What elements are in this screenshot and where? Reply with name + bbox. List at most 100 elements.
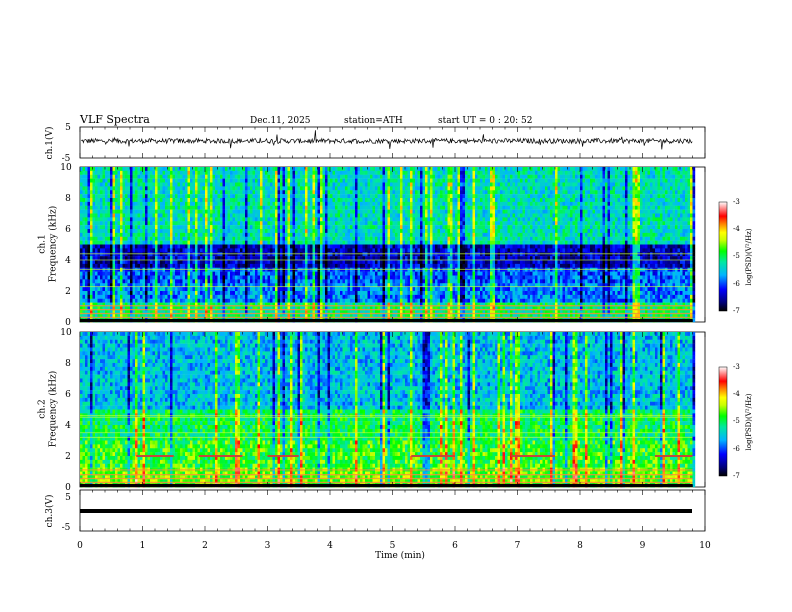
spectrogram-cell bbox=[337, 167, 341, 172]
spectrogram-cell bbox=[145, 229, 148, 234]
spectrogram-cell bbox=[165, 201, 168, 206]
spectrogram-cell bbox=[357, 229, 361, 234]
spectrogram-cell bbox=[275, 186, 278, 191]
spectrogram-cell bbox=[80, 283, 83, 288]
spectrogram-cell bbox=[357, 167, 361, 172]
spectrogram-cell bbox=[272, 310, 276, 315]
spectrogram-cell bbox=[350, 194, 353, 199]
spectrogram-cell bbox=[287, 225, 291, 230]
spectrogram-cell bbox=[342, 194, 346, 199]
spectrogram-cell bbox=[310, 302, 313, 307]
spectrogram-cell bbox=[265, 283, 268, 288]
spectrogram-cell bbox=[245, 194, 248, 199]
spectrogram-cell bbox=[100, 236, 103, 241]
spectrogram-cell bbox=[82, 186, 86, 191]
spectrogram-cell bbox=[362, 209, 366, 214]
spectrogram-cell bbox=[320, 225, 323, 230]
spectrogram-cell bbox=[307, 174, 311, 179]
spectrogram-cell bbox=[237, 221, 241, 226]
spectrogram-cell bbox=[220, 186, 223, 191]
spectrogram-cell bbox=[260, 302, 263, 307]
spectrogram-cell bbox=[365, 294, 368, 299]
spectrogram-cell bbox=[257, 283, 261, 288]
spectrogram-cell bbox=[180, 302, 183, 307]
spectrogram-cell bbox=[165, 302, 168, 307]
spectrogram-cell bbox=[352, 209, 356, 214]
spectrogram-cell bbox=[170, 271, 173, 276]
spectrogram-cell bbox=[107, 271, 111, 276]
spectrogram-cell bbox=[260, 314, 263, 319]
spectrogram-cell bbox=[327, 252, 331, 257]
spectrogram-cell bbox=[342, 225, 346, 230]
spectrogram-cell bbox=[342, 217, 346, 222]
spectrogram-cell bbox=[232, 294, 236, 299]
spectrogram-cell bbox=[165, 229, 168, 234]
spectrogram-cell bbox=[277, 198, 281, 203]
spectrogram-cell bbox=[197, 298, 201, 303]
spectrogram-cell bbox=[172, 170, 176, 175]
spectrogram-cell bbox=[100, 283, 103, 288]
spectrogram-cell bbox=[155, 291, 158, 296]
spectrogram-cell bbox=[132, 213, 136, 218]
spectrogram-cell bbox=[110, 263, 113, 268]
spectrogram-cell bbox=[172, 287, 176, 292]
spectrogram-cell bbox=[250, 248, 253, 253]
spectrogram-cell bbox=[305, 198, 308, 203]
spectrogram-cell bbox=[110, 232, 113, 237]
spectrogram-cell bbox=[247, 260, 251, 265]
spectrogram-cell bbox=[197, 182, 201, 187]
spectrogram-cell bbox=[220, 310, 223, 315]
spectrogram-cell bbox=[87, 256, 91, 261]
spectrogram-cell bbox=[297, 182, 301, 187]
spectrogram-cell bbox=[317, 232, 321, 237]
spectrogram-cell bbox=[345, 170, 348, 175]
spectrogram-cell bbox=[362, 182, 366, 187]
spectrogram-cell bbox=[252, 256, 256, 261]
spectrogram-cell bbox=[115, 263, 118, 268]
spectrogram-cell bbox=[235, 306, 238, 311]
spectrogram-cell bbox=[375, 248, 378, 253]
spectrogram-cell bbox=[115, 194, 118, 199]
spectrogram-cell bbox=[275, 217, 278, 222]
spectrogram-cell bbox=[340, 167, 343, 172]
spectrogram-cell bbox=[267, 213, 271, 218]
spectrogram-cell bbox=[382, 298, 386, 303]
spectrogram-cell bbox=[180, 291, 183, 296]
spectrogram-cell bbox=[192, 248, 196, 253]
spectrogram-cell bbox=[275, 314, 278, 319]
spectrogram-cell bbox=[327, 267, 331, 272]
spectrogram-cell bbox=[85, 283, 88, 288]
spectrogram-cell bbox=[197, 213, 201, 218]
spectrogram-cell bbox=[232, 248, 236, 253]
spectrogram-cell bbox=[197, 221, 201, 226]
spectrogram-cell bbox=[330, 232, 333, 237]
spectrogram-cell bbox=[162, 236, 166, 241]
spectrogram-cell bbox=[357, 174, 361, 179]
spectrogram-cell bbox=[260, 271, 263, 276]
spectrogram-cell bbox=[165, 291, 168, 296]
spectrogram-cell bbox=[115, 271, 118, 276]
spectrogram-cell bbox=[110, 198, 113, 203]
spectrogram-cell bbox=[172, 294, 176, 299]
spectrogram-cell bbox=[217, 190, 221, 195]
spectrogram-cell bbox=[145, 263, 148, 268]
spectrogram-cell bbox=[272, 225, 276, 230]
spectrogram-cell bbox=[185, 174, 188, 179]
spectrogram-cell bbox=[357, 236, 361, 241]
spectrogram-cell bbox=[97, 178, 101, 183]
spectrogram-cell bbox=[160, 302, 163, 307]
spectrogram-cell bbox=[152, 182, 156, 187]
spectrogram-cell bbox=[90, 194, 93, 199]
spectrogram-cell bbox=[352, 190, 356, 195]
spectrogram-cell bbox=[380, 182, 383, 187]
spectrogram-cell bbox=[197, 314, 201, 319]
spectrogram-cell bbox=[175, 302, 178, 307]
spectrogram-cell bbox=[170, 260, 173, 265]
spectrogram-cell bbox=[382, 182, 386, 187]
spectrogram-cell bbox=[187, 174, 191, 179]
spectrogram-cell bbox=[137, 310, 141, 315]
spectrogram-cell bbox=[80, 298, 83, 303]
spectrogram-cell bbox=[155, 167, 158, 172]
spectrogram-cell bbox=[185, 263, 188, 268]
spectrogram-cell bbox=[352, 205, 356, 210]
